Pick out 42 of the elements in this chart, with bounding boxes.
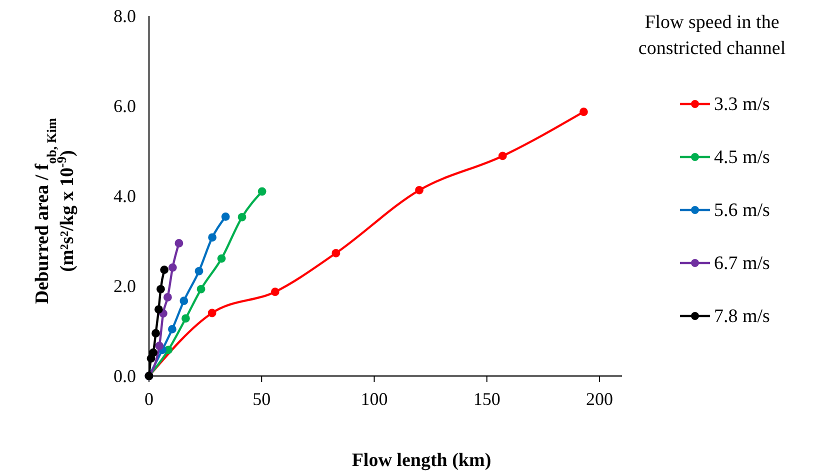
point — [160, 266, 169, 274]
legend-label: 4.5 m/s — [714, 147, 770, 168]
point — [415, 186, 424, 194]
point — [168, 325, 176, 334]
x-tick-label: 0 — [144, 389, 154, 409]
x-tick-label: 100 — [360, 389, 388, 409]
point — [270, 288, 280, 296]
point — [180, 296, 188, 306]
point — [149, 348, 158, 357]
point — [217, 254, 226, 263]
y-tick-label: 8.0 — [114, 6, 136, 26]
x-tick-label: 150 — [473, 389, 500, 409]
x-axis-title: Flow length (km) — [352, 450, 492, 471]
point — [152, 329, 160, 338]
legend-title: Flow speed in the constricted channel — [638, 12, 786, 59]
point — [258, 187, 266, 196]
point — [163, 293, 172, 302]
x-tick-label: 50 — [252, 389, 271, 409]
point — [182, 314, 190, 323]
point — [154, 305, 163, 314]
x-tick-label: 200 — [586, 389, 613, 409]
point — [155, 342, 164, 350]
point — [208, 233, 216, 242]
point — [332, 248, 340, 258]
point — [221, 212, 230, 221]
legend-label: 5.6 m/s — [714, 200, 770, 221]
legend-label: 6.7 m/s — [714, 253, 770, 274]
point — [196, 284, 206, 294]
legend-label: 7.8 m/s — [714, 306, 770, 327]
point — [580, 108, 588, 116]
point — [168, 263, 177, 272]
point — [498, 152, 507, 160]
point — [156, 284, 165, 294]
y-tick-label: 0.0 — [114, 366, 136, 386]
legend-label: 3.3 m/s — [714, 94, 770, 115]
point — [238, 212, 246, 222]
point — [174, 239, 184, 248]
point — [208, 308, 216, 318]
y-tick-label: 6.0 — [114, 96, 136, 116]
point — [194, 266, 204, 276]
y-tick-label: 4.0 — [114, 186, 136, 206]
y-tick-label: 2.0 — [114, 276, 136, 296]
